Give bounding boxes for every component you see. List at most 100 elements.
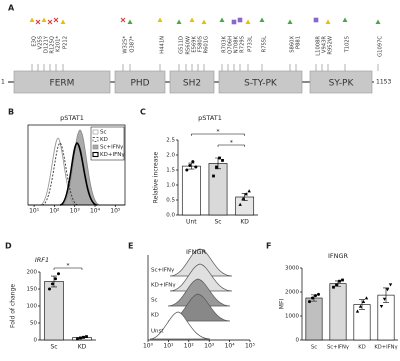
x-tick-label: 10¹ (29, 208, 40, 215)
data-point (311, 296, 314, 300)
x-tick-label: KD+IFNγ (374, 345, 397, 351)
data-point (341, 278, 344, 282)
legend-label: KD (100, 137, 108, 143)
variant-marker (219, 17, 225, 22)
variant-marker (157, 17, 163, 22)
significance-bracket (53, 267, 83, 270)
legend-swatch (92, 151, 99, 158)
mutation-label: G511D (179, 36, 185, 54)
curve-label: KD (151, 313, 159, 319)
x-tick-label: 10⁴ (225, 343, 236, 350)
significance-label: * (230, 140, 233, 147)
data-point (218, 156, 221, 160)
data-point (54, 277, 57, 281)
data-point (212, 174, 215, 178)
panel-label: F (266, 242, 271, 251)
error-bar (188, 162, 195, 170)
variant-marker (41, 17, 47, 22)
data-point (244, 192, 248, 196)
data-point (364, 296, 369, 300)
data-point (85, 335, 88, 338)
legend-label: KD+IFNγ (100, 152, 125, 158)
variant-marker (237, 17, 243, 23)
data-point (79, 336, 82, 340)
chart-title: IFNGR (186, 248, 207, 256)
histogram-curves-b (39, 129, 101, 206)
curve-sc-ifng (61, 129, 101, 206)
variant-marker (325, 19, 331, 24)
y-tick-label: 0 (296, 338, 300, 344)
mutation-label: V25S (38, 36, 44, 49)
y-axis-label: MFI (279, 299, 286, 310)
data-point (332, 285, 335, 289)
variant-marker (287, 19, 293, 24)
domain-label: S-TY-PK (244, 79, 278, 89)
mutation-label: R601G (204, 36, 210, 54)
y-tick-label: 150 (27, 287, 38, 293)
mutation-label: R125Q (50, 36, 56, 54)
data-point (385, 288, 390, 292)
error-bar (383, 287, 389, 303)
mutation-label: W325* (123, 36, 129, 54)
panel-label: E (128, 242, 133, 251)
curve-label: KD+IFNγ (151, 283, 176, 289)
data-point (247, 189, 251, 193)
curve-label: Sc+IFNγ (151, 268, 175, 274)
y-tick-label: 2.5 (166, 138, 175, 144)
variant-marker (245, 19, 251, 24)
data-point (188, 164, 192, 167)
significance-label: * (67, 263, 70, 270)
variant-marker (342, 17, 348, 22)
x-tick-label: 10¹ (163, 343, 174, 350)
variant-marker (189, 17, 195, 22)
data-point (57, 272, 60, 276)
x-tick-label: KD (240, 219, 249, 226)
mutation-label: T1025 (345, 36, 351, 53)
y-tick-label: 3000 (285, 266, 299, 272)
x-tick-label: 10⁴ (90, 208, 101, 215)
bar (329, 283, 347, 341)
variant-marker (259, 17, 265, 22)
mutation-label: R703K (222, 35, 228, 53)
data-point (382, 297, 387, 301)
variant-marker (231, 19, 237, 25)
mutation-label: Q706H (228, 36, 234, 54)
legend-swatch (92, 144, 99, 150)
data-point (335, 283, 338, 287)
mutation-label: R755L (262, 36, 268, 53)
data-point (308, 300, 311, 304)
mutation-label: Q387* (130, 36, 136, 53)
curve-label: Unst (151, 329, 164, 335)
variant-marker (201, 19, 207, 24)
y-tick-label: 0.5 (166, 198, 175, 204)
x-tick-label: KD (358, 345, 365, 351)
y-tick-label: 200 (27, 270, 38, 276)
x-tick-label: 10⁵ (245, 343, 256, 350)
data-point (355, 309, 360, 313)
panel-label: C (140, 108, 146, 117)
data-point (185, 168, 189, 172)
domain-box (218, 70, 303, 94)
mutation-label: R729S (240, 36, 246, 53)
protein-end: 1153 (376, 79, 391, 86)
variant-marker (375, 19, 381, 24)
curve-kd (41, 142, 79, 206)
x-tick-label: Sc (50, 344, 57, 351)
data-point (361, 299, 366, 303)
histogram-curves-e (149, 248, 233, 340)
variant-marker (29, 17, 35, 22)
data-point (51, 282, 54, 286)
data-point (317, 292, 320, 296)
bar (305, 297, 323, 341)
x-tick-label: 10³ (204, 343, 215, 350)
significance-label: * (217, 129, 220, 136)
mutation-label: K201* (56, 36, 62, 52)
domain-box (309, 70, 373, 94)
domain-label: SY-PK (329, 79, 355, 89)
panel-label: D (5, 242, 12, 251)
data-point (379, 305, 384, 309)
panel-label: B (8, 108, 14, 117)
significance-bracket (191, 133, 245, 136)
y-axis-label: Fold of change (10, 284, 17, 328)
